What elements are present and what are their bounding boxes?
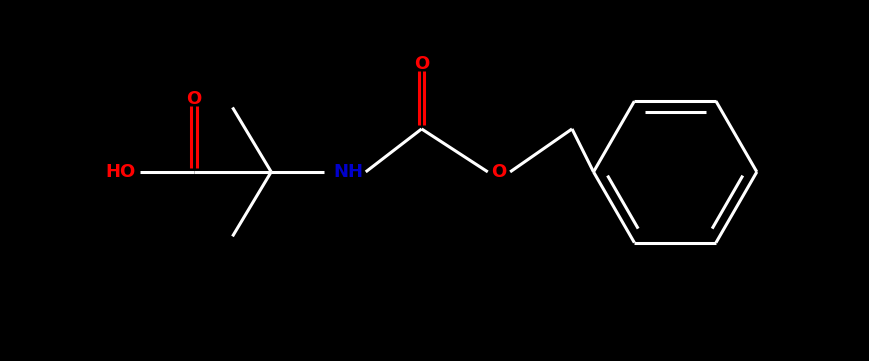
Text: O: O [491,163,507,181]
Text: NH: NH [334,163,363,181]
Text: O: O [186,90,202,108]
Text: HO: HO [106,163,136,181]
Text: O: O [414,56,429,74]
